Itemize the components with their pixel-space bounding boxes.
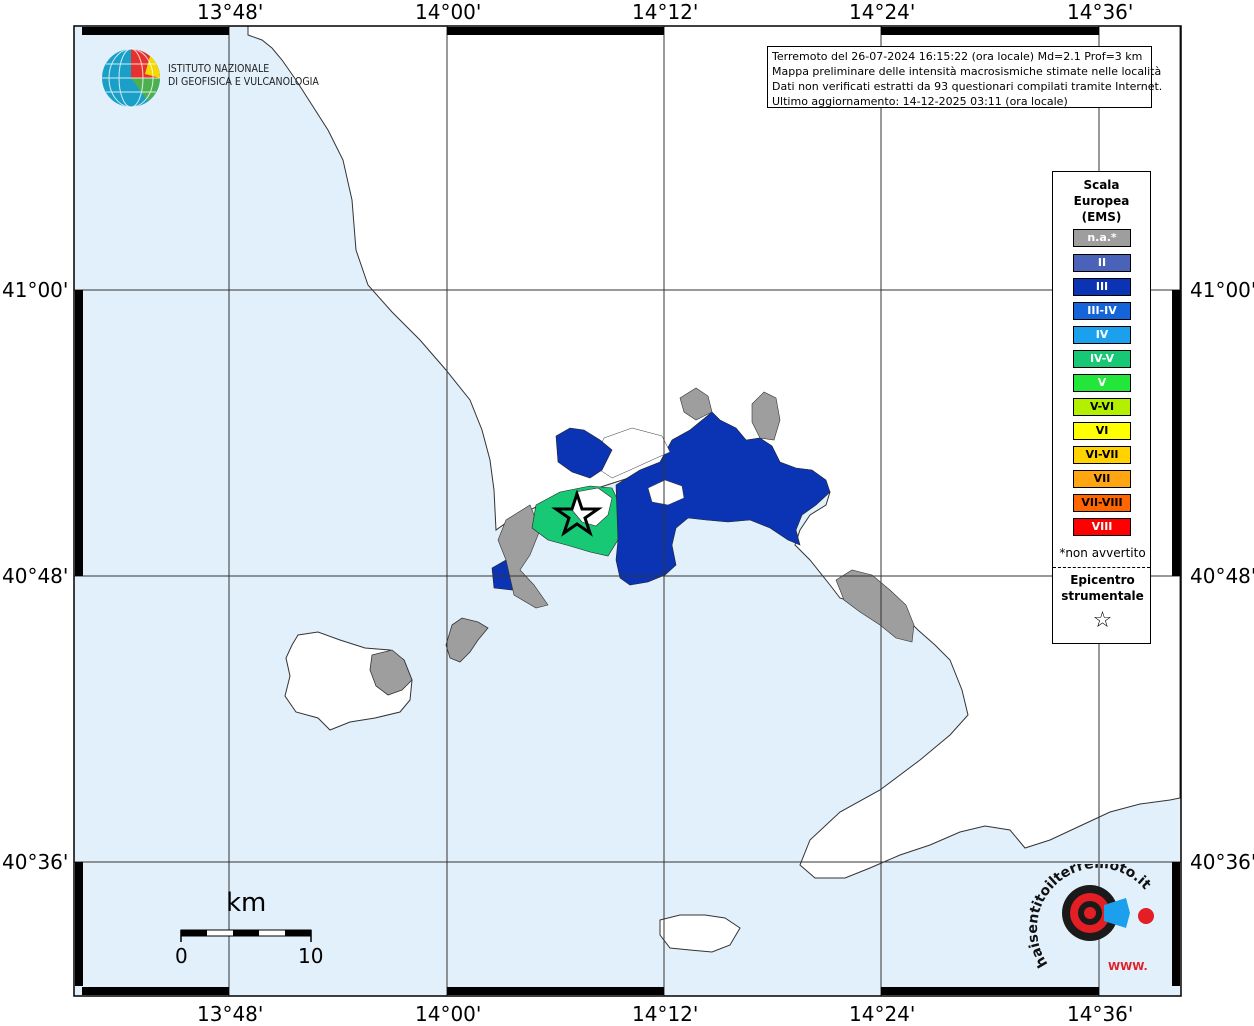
legend-title-line3: (EMS) (1081, 210, 1122, 224)
lon-label-1-top: 13°48' (197, 0, 264, 24)
lat-label-3-right: 40°36' (1190, 850, 1254, 874)
brand-text: haisentitoilterremoto.it (1028, 864, 1154, 970)
lat-label-1-left: 41°00' (2, 278, 69, 302)
legend-item-iv: IV (1073, 326, 1131, 344)
lat-label-2-right: 40°48' (1190, 564, 1254, 588)
lon-label-1-bottom: 13°48' (197, 1002, 264, 1026)
event-info-line1: Terremoto del 26-07-2024 16:15:22 (ora l… (772, 50, 1143, 63)
event-info-box: Terremoto del 26-07-2024 16:15:22 (ora l… (767, 46, 1163, 108)
haisentito-brand: haisentitoilterremoto.it WWW. (1028, 864, 1154, 973)
legend-star-icon: ☆ (1092, 608, 1113, 633)
ischia-na-area (369, 649, 413, 696)
lon-label-4-top: 14°24' (849, 0, 916, 24)
legend-item-iv-v: IV-V (1073, 350, 1131, 368)
legend-note: *non avvertito (1059, 546, 1146, 560)
legend-item-viii: VIII (1073, 518, 1131, 536)
legend-title: Scala Europea (EMS) (1053, 177, 1150, 225)
legend-item-n-a-: n.a.* (1073, 229, 1131, 247)
lon-label-3-bottom: 14°12' (632, 1002, 699, 1026)
frame-bars (75, 27, 1180, 995)
legend-item-vi-vii: VI-VII (1073, 446, 1131, 464)
lat-label-2-left: 40°48' (2, 564, 69, 588)
area-na-north-1 (679, 387, 713, 421)
lon-label-5-bottom: 14°36' (1067, 1002, 1134, 1026)
lon-label-2-bottom: 14°00' (415, 1002, 482, 1026)
scale-bar (180, 929, 312, 942)
legend-item-iii-iv: III-IV (1073, 302, 1131, 320)
lon-label-2-top: 14°00' (415, 0, 482, 24)
scale-min: 0 (175, 944, 188, 968)
legend-item-v: V (1073, 374, 1131, 392)
legend-item-ii: II (1073, 254, 1131, 272)
event-info-line4: Ultimo aggiornamento: 14-12-2025 03:11 (… (772, 95, 1068, 108)
brand-url: WWW. (1108, 960, 1148, 973)
legend-epicenter-line2: strumentale (1061, 589, 1144, 603)
svg-text:haisentitoilterremoto.it: haisentitoilterremoto.it (1028, 864, 1154, 970)
island-capri (659, 914, 741, 953)
area-na-north-2 (751, 391, 781, 441)
legend-item-vi: VI (1073, 422, 1131, 440)
scale-unit: km (226, 888, 267, 918)
area-not-reported-east (647, 479, 685, 506)
ingv-line2: DI GEOFISICA E VULCANOLOGIA (168, 76, 319, 88)
ingv-logo-icon (102, 48, 161, 108)
haisentito-logo-icon (1062, 885, 1154, 941)
event-info-line3: Dati non verificati estratti da 93 quest… (772, 80, 1163, 93)
island-procida (445, 617, 489, 663)
legend-title-line2: Europea (1073, 194, 1130, 208)
legend-epicenter-line1: Epicentro (1070, 573, 1135, 587)
legend-item-vii: VII (1073, 470, 1131, 488)
lat-label-1-right: 41°00' (1190, 278, 1254, 302)
map-frame (73, 25, 1182, 997)
intensity-legend: Scala Europea (EMS) n.a.* II III III-IV IV IV… (1052, 171, 1151, 644)
lat-label-3-left: 40°36' (2, 850, 69, 874)
legend-item-vii-viii: VII-VIII (1073, 494, 1131, 512)
legend-item-v-vi: V-VI (1073, 398, 1131, 416)
area-iii-north (555, 427, 613, 479)
legend-item-iii: III (1073, 278, 1131, 296)
event-info-line2: Mappa preliminare delle intensità macros… (772, 65, 1162, 78)
lon-label-3-top: 14°12' (632, 0, 699, 24)
area-not-reported (571, 487, 613, 527)
scale-max: 10 (298, 944, 324, 968)
lon-label-5-top: 14°36' (1067, 0, 1134, 24)
ingv-logo-text: ISTITUTO NAZIONALE DI GEOFISICA E VULCAN… (168, 63, 319, 89)
epicenter-star-icon (551, 489, 603, 537)
ingv-line1: ISTITUTO NAZIONALE (168, 63, 270, 75)
lon-label-4-bottom: 14°24' (849, 1002, 916, 1026)
area-na-sorrento (835, 569, 915, 643)
legend-separator (1053, 567, 1150, 568)
legend-epicenter-label: Epicentro strumentale (1053, 572, 1152, 604)
legend-title-line1: Scala (1083, 178, 1120, 192)
